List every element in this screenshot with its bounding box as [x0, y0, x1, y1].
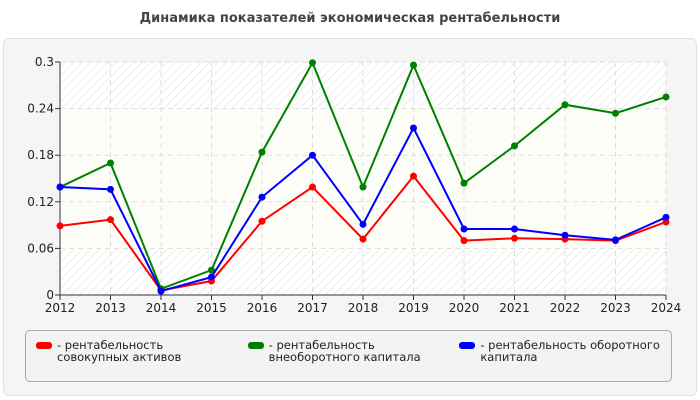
data-point — [561, 101, 569, 109]
data-point — [460, 179, 468, 187]
legend-label: - рентабельность совокупных активов — [57, 338, 182, 364]
data-point — [410, 124, 417, 132]
data-point — [460, 225, 468, 233]
data-point — [410, 172, 417, 180]
legend-swatch — [36, 342, 52, 349]
y-tick-label: 0.3 — [35, 55, 54, 69]
x-tick-label: 2021 — [499, 301, 530, 315]
data-point — [612, 236, 619, 244]
data-point — [662, 213, 670, 221]
x-tick-label: 2022 — [550, 301, 581, 315]
y-tick-label: 0.18 — [27, 148, 54, 162]
data-point — [56, 222, 64, 230]
legend-item: - рентабельность оборотного капитала — [459, 339, 661, 373]
data-point — [258, 217, 266, 225]
data-point — [561, 231, 569, 239]
data-point — [460, 237, 468, 245]
data-point — [612, 109, 619, 117]
x-tick-label: 2024 — [651, 301, 682, 315]
x-tick-label: 2018 — [348, 301, 379, 315]
legend-label: - рентабельность внеоборотного капитала — [268, 338, 421, 364]
x-tick-label: 2015 — [196, 301, 227, 315]
x-tick-label: 2019 — [398, 301, 429, 315]
data-point — [258, 148, 266, 156]
legend-item: - рентабельность совокупных активов — [36, 339, 238, 373]
data-point — [359, 183, 367, 191]
chart-title: Динамика показателей экономическая рента… — [139, 11, 561, 26]
data-point — [208, 266, 215, 274]
data-point — [309, 183, 316, 191]
y-tick-label: 0 — [46, 288, 54, 302]
data-point — [208, 273, 215, 281]
data-point — [157, 287, 165, 295]
data-point — [511, 234, 518, 242]
x-tick-label: 2016 — [247, 301, 278, 315]
x-tick-label: 2023 — [600, 301, 631, 315]
x-tick-label: 2012 — [45, 301, 76, 315]
y-tick-label: 0.06 — [27, 241, 54, 255]
data-point — [107, 185, 114, 193]
data-point — [107, 159, 114, 167]
data-point — [410, 61, 417, 69]
data-point — [359, 220, 367, 228]
data-point — [511, 225, 518, 233]
legend-label: - рентабельность оборотного капитала — [480, 338, 660, 364]
data-point — [258, 193, 266, 201]
data-point — [107, 216, 114, 224]
legend: - рентабельность совокупных активов - рен… — [25, 330, 672, 382]
y-tick-label: 0.24 — [27, 102, 54, 116]
data-point — [309, 151, 316, 159]
x-tick-label: 2020 — [449, 301, 480, 315]
data-point — [359, 235, 367, 243]
y-tick-label: 0.12 — [27, 195, 54, 209]
data-point — [511, 142, 518, 150]
data-point — [56, 183, 64, 191]
plot-area: 0 0.06 0.12 0.18 0.24 0.3 2012 2013 2014 2015 2016… — [27, 55, 682, 315]
x-tick-label: 2017 — [297, 301, 328, 315]
x-tick-label: 2013 — [95, 301, 126, 315]
legend-swatch — [459, 342, 476, 349]
x-tick-label: 2014 — [146, 301, 177, 315]
data-point — [662, 93, 670, 101]
legend-swatch — [247, 342, 264, 349]
data-point — [309, 59, 316, 67]
legend-item: - рентабельность внеоборотного капитала — [247, 338, 450, 373]
